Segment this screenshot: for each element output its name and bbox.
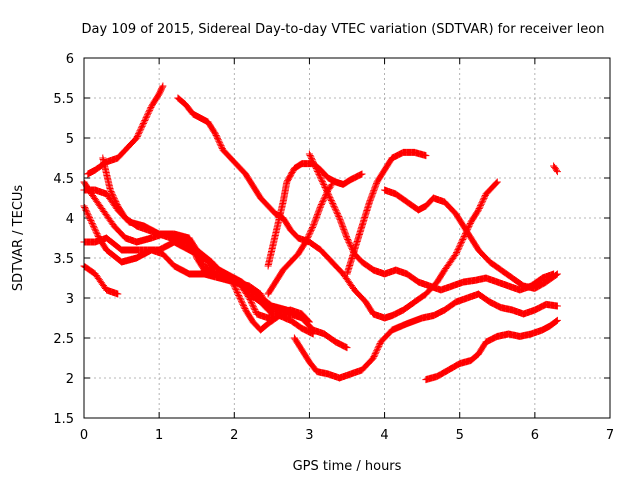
series-track-1 — [80, 262, 122, 298]
data-points — [80, 82, 561, 384]
series-markers — [84, 82, 167, 178]
x-tick-label: 4 — [380, 428, 388, 443]
y-axis: 1.5 2 2.5 3 3.5 4 4.5 5 5.5 6 — [53, 52, 610, 427]
series-track-11 — [290, 290, 561, 382]
series-markers — [422, 316, 561, 384]
series-markers — [264, 180, 336, 298]
series-track-10 — [264, 180, 336, 298]
y-tick-label: 3 — [66, 292, 74, 307]
x-axis-label: GPS time / hours — [293, 459, 402, 474]
y-tick-label: 5.5 — [53, 92, 74, 107]
x-tick-label: 2 — [230, 428, 238, 443]
series-track-16 — [550, 162, 561, 176]
series-markers — [381, 186, 561, 292]
series-markers — [80, 262, 122, 298]
y-tick-label: 6 — [66, 52, 74, 67]
series-track-7 — [99, 154, 317, 338]
y-tick-label: 1.5 — [53, 412, 74, 427]
x-tick-label: 5 — [456, 428, 464, 443]
chart-title: Day 109 of 2015, Sidereal Day-to-day VTE… — [82, 22, 605, 37]
series-markers — [99, 154, 317, 338]
x-tick-label: 0 — [80, 428, 88, 443]
y-tick-label: 2 — [66, 372, 74, 387]
series-markers — [343, 148, 430, 278]
series-markers — [550, 162, 561, 176]
series-track-6 — [84, 82, 167, 178]
x-tick-label: 3 — [305, 428, 313, 443]
y-tick-label: 4.5 — [53, 172, 74, 187]
x-tick-label: 6 — [531, 428, 539, 443]
plot-frame — [83, 57, 611, 419]
series-track-15 — [422, 316, 561, 384]
x-tick-label: 1 — [155, 428, 163, 443]
x-tick-label: 7 — [606, 428, 614, 443]
y-tick-label: 3.5 — [53, 252, 74, 267]
y-axis-label: SDTVAR / TECUs — [11, 185, 26, 292]
y-tick-label: 2.5 — [53, 332, 74, 347]
y-tick-label: 5 — [66, 132, 74, 147]
series-markers — [290, 290, 561, 382]
y-tick-label: 4 — [66, 212, 74, 227]
series-track-14 — [381, 186, 561, 292]
series-track-13 — [343, 148, 430, 278]
